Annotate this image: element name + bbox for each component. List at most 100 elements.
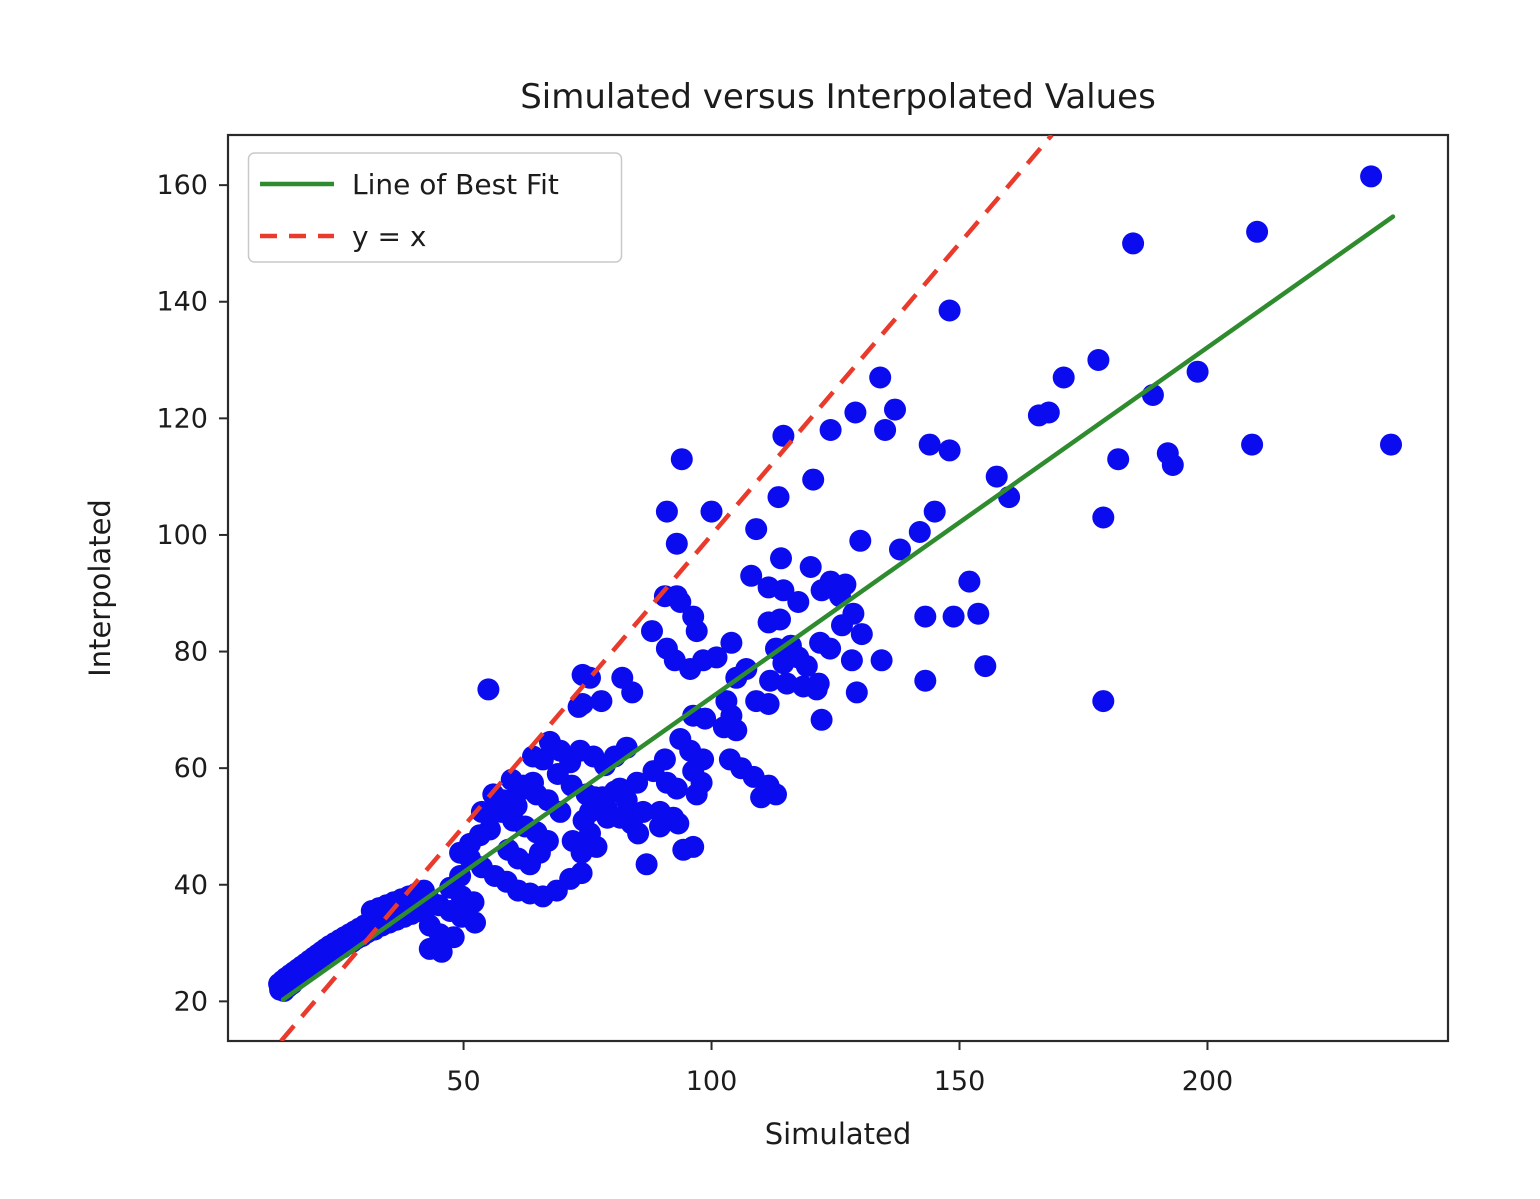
scatter-point [844, 401, 867, 424]
scatter-point [845, 681, 868, 704]
legend-entry-label: y = x [352, 220, 426, 253]
scatter-point [442, 926, 465, 949]
scatter-point [720, 631, 743, 654]
scatter-point [759, 669, 782, 692]
scatter-point [665, 777, 688, 800]
scatter-point [522, 771, 544, 794]
scatter-point [1087, 349, 1110, 371]
scatter-point [772, 579, 795, 602]
scatter-point [849, 529, 872, 552]
scatter-point [635, 853, 658, 876]
scatter-point [810, 708, 833, 731]
scatter-point [700, 500, 723, 523]
best-fit-line [280, 214, 1396, 1002]
scatter-point [834, 573, 857, 596]
scatter-point [1380, 433, 1402, 456]
scatter-point [621, 681, 644, 704]
scatter-point [571, 693, 594, 715]
scatter-point [918, 433, 941, 456]
scatter-point [670, 448, 693, 471]
scatter-point [464, 911, 486, 934]
y-tick-label: 80 [174, 637, 208, 668]
x-tick-label: 150 [934, 1066, 986, 1097]
legend: Line of Best Fit y = x [247, 152, 623, 263]
scatter-point [840, 649, 863, 672]
scatter-point [819, 637, 842, 660]
scatter-point [477, 678, 500, 701]
scatter-point [669, 728, 692, 750]
x-tick-label: 200 [1182, 1066, 1234, 1097]
scatter-point [665, 532, 688, 555]
scatter-point [923, 500, 946, 523]
scatter-point [974, 655, 997, 678]
scatter-point [842, 602, 865, 625]
scatter-point [626, 771, 649, 794]
legend-entry-label: Line of Best Fit [352, 168, 559, 201]
scatter-point [694, 707, 717, 730]
scatter-point [795, 655, 818, 678]
scatter-point [908, 521, 931, 543]
scatter-point [765, 783, 787, 806]
scatter-point [470, 800, 493, 823]
scatter-point [430, 940, 453, 963]
scatter-point [942, 605, 965, 628]
scatter-point [1092, 690, 1115, 713]
legend-box [247, 152, 623, 263]
scatter-point [802, 468, 825, 491]
scatter-point [914, 669, 937, 692]
scatter-point [665, 585, 688, 608]
scatter-point [641, 620, 663, 643]
scatter-point [1052, 366, 1075, 389]
scatter-point [1037, 401, 1060, 424]
scatter-point [1246, 220, 1269, 243]
scatter-point [870, 649, 893, 672]
scatter-point [889, 538, 911, 561]
scatter-point [807, 672, 830, 695]
scatter-point [767, 486, 790, 509]
scatter-point [608, 777, 631, 800]
scatter-point [770, 547, 792, 570]
y-tick-label: 40 [174, 870, 208, 901]
x-tick-label: 100 [686, 1066, 738, 1097]
scatter-point [591, 786, 614, 809]
scatter-point [869, 366, 892, 389]
scatter-point [682, 835, 705, 858]
scatter-point [740, 564, 763, 587]
scatter-point [874, 419, 897, 441]
scatter-point [958, 570, 981, 593]
scatter-point [653, 748, 676, 771]
scatter-point [1360, 165, 1383, 188]
scatter-point [1107, 448, 1130, 471]
scatter-point [787, 591, 810, 613]
y-axis-label: Interpolated [83, 499, 117, 677]
scatter-point [1122, 232, 1145, 255]
identity-line [279, 135, 1054, 1041]
axis-ticks: 50 100 150 200 20 40 60 80 100 120 140 160 [156, 170, 1233, 1097]
x-axis-label: Simulated [765, 1117, 912, 1151]
scatter-point [685, 620, 708, 643]
scatter-point [505, 795, 528, 817]
scatter-points [268, 165, 1402, 1002]
y-tick-label: 100 [156, 520, 208, 551]
scatter-point [579, 800, 601, 823]
scatter-point [884, 398, 906, 421]
scatter-point [570, 862, 593, 885]
scatter-point [627, 822, 650, 845]
y-tick-label: 140 [156, 287, 208, 318]
scatter-point [531, 748, 554, 771]
scatter-point [690, 771, 713, 794]
figure-title: Simulated versus Interpolated Values [520, 77, 1156, 117]
scatter-point [725, 719, 748, 742]
scatter-point [579, 822, 601, 845]
scatter-point [715, 690, 738, 713]
y-tick-label: 160 [156, 170, 208, 201]
scatter-point [967, 602, 990, 625]
scatter-point [1241, 433, 1264, 456]
scatter-point [1161, 454, 1184, 476]
y-tick-label: 120 [156, 403, 208, 434]
scatter-point [775, 672, 798, 695]
scatter-point [769, 608, 791, 631]
scatter-point [462, 891, 485, 914]
scatter-point [590, 690, 613, 713]
